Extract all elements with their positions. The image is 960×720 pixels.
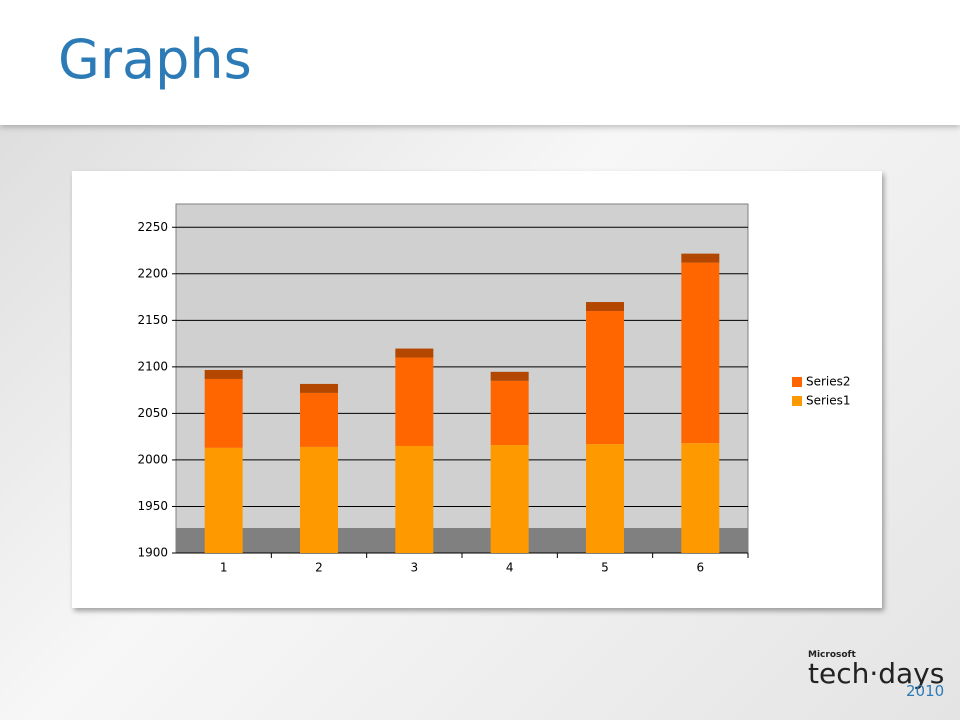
bar-segment — [395, 445, 434, 553]
bar-segment — [490, 445, 529, 553]
y-tick-label: 2200 — [137, 266, 168, 280]
logo-year: 2010 — [906, 682, 945, 700]
bar-segment — [395, 357, 434, 446]
slide-title: Graphs — [58, 28, 252, 91]
header: Graphs — [0, 0, 960, 125]
y-tick-label: 1900 — [137, 546, 168, 560]
bar-segment — [586, 311, 624, 445]
plot-area — [175, 203, 749, 554]
x-tick-label: 4 — [506, 561, 514, 575]
bar-segment — [681, 262, 720, 444]
bar-segment — [300, 392, 338, 447]
bar-segment — [586, 444, 624, 553]
chart-card: 1900 1950 2000 2050 2100 2150 2200 2250 1 2 3 4 5 6 Se… — [72, 171, 882, 608]
y-tick-label: 2000 — [137, 452, 168, 466]
x-tick-label: 5 — [601, 561, 609, 575]
legend-swatch — [792, 377, 802, 387]
logo-brand: Microsoft — [808, 650, 856, 660]
bar-segment — [204, 447, 243, 553]
bar-segment — [300, 446, 338, 553]
chart: 1900 1950 2000 2050 2100 2150 2200 2250 1 2 3 4 5 6 Se… — [137, 203, 851, 575]
x-tick-label: 3 — [411, 561, 419, 575]
bar-cap — [586, 302, 624, 312]
x-tick-label: 6 — [697, 561, 705, 575]
bar-cap — [490, 371, 529, 381]
bar-segment — [204, 378, 243, 448]
logo-name: tech·days — [808, 657, 945, 690]
legend-label: Series2 — [806, 375, 851, 389]
y-tick-label: 1950 — [137, 499, 168, 513]
floor — [176, 528, 748, 553]
bar-cap — [395, 348, 434, 358]
legend-label: Series1 — [806, 394, 851, 408]
x-tick-label: 2 — [315, 561, 323, 575]
y-tick-label: 2150 — [137, 313, 168, 327]
bar-segment — [490, 380, 529, 446]
x-tick-label: 1 — [220, 561, 228, 575]
bar-cap — [300, 383, 338, 393]
legend-swatch — [792, 396, 802, 406]
y-tick-label: 2100 — [137, 359, 168, 373]
bar-cap — [681, 253, 720, 263]
bar-segment — [681, 443, 720, 553]
bar-cap — [204, 369, 243, 379]
logo: Microsoft tech·days 2010 — [808, 650, 945, 700]
y-tick-label: 2050 — [137, 406, 168, 420]
y-tick-label: 2250 — [137, 220, 168, 234]
